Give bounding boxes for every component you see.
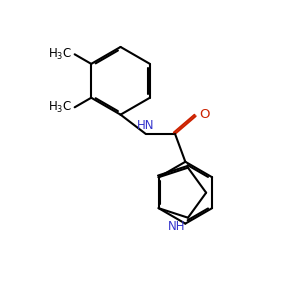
Text: HN: HN <box>137 119 154 132</box>
Text: NH: NH <box>167 220 185 233</box>
Text: H$_3$C: H$_3$C <box>48 47 72 62</box>
Text: O: O <box>199 108 210 121</box>
Text: H$_3$C: H$_3$C <box>48 100 72 115</box>
